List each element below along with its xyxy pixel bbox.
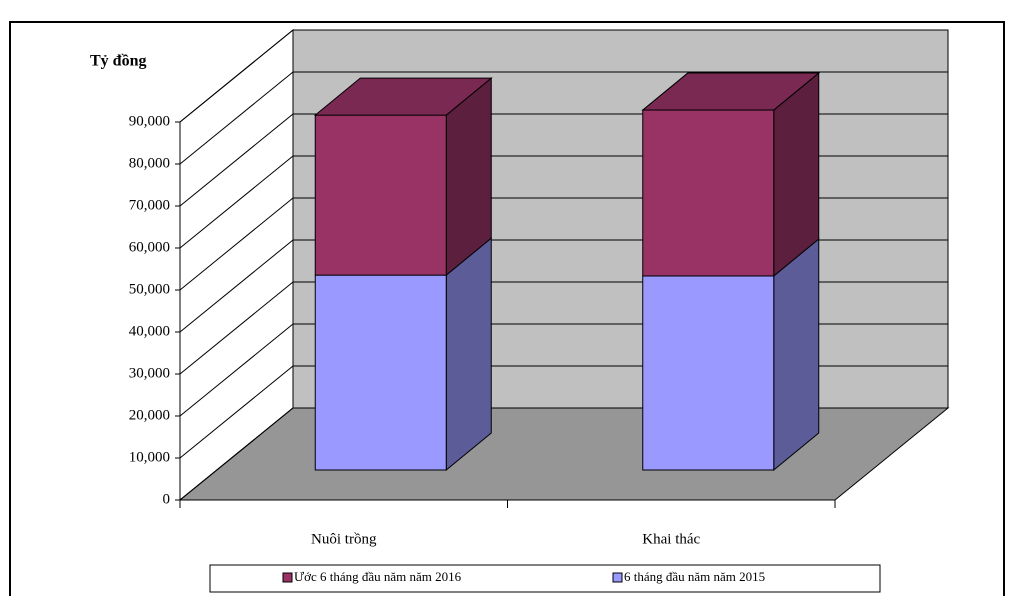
bar [314,114,447,276]
legend-box [209,564,881,593]
grid-line [179,197,294,291]
legend-swatch [282,572,293,583]
y-tick-label: 20,000 [129,407,170,423]
grid-line [179,281,294,375]
bar [314,274,447,471]
grid-line [179,365,294,459]
floor [178,407,950,501]
grid-line [179,113,294,207]
legend-label: 6 tháng đầu năm năm 2015 [624,569,765,584]
bar [642,275,775,471]
grid-line [179,323,294,417]
grid-line [179,71,294,165]
grid-line [179,239,294,333]
y-tick-label: 50,000 [129,281,170,297]
y-tick-label: 10,000 [129,449,170,465]
grid-line [179,407,294,501]
bar-side [445,237,492,472]
legend-label: Ước 6 tháng đầu năm năm 2016 [294,569,462,584]
y-tick-label: 60,000 [129,239,170,255]
y-tick-label: 40,000 [129,323,170,339]
bar [642,109,775,277]
grid-line [179,155,294,249]
legend-swatch [612,572,623,583]
x-tick-label: Khai thác [642,531,700,547]
y-tick-label: 80,000 [129,155,170,171]
y-tick-label: 70,000 [129,197,170,213]
y-tick-label: 90,000 [129,113,170,129]
bar-side [773,237,820,472]
grid-line [179,29,294,123]
x-tick-label: Nuôi trồng [311,531,377,547]
y-axis-label: Tỷ đồng [90,53,146,70]
bar-top [641,72,821,111]
y-tick-label: 0 [163,491,171,507]
y-tick-label: 30,000 [129,365,170,381]
bar-top [313,77,493,116]
